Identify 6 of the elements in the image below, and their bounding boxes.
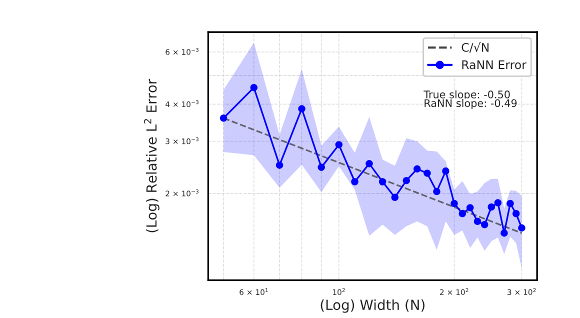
annotation: True slope: -0.50 xyxy=(424,90,510,100)
annotation: RaNN slope: -0.49 xyxy=(424,99,517,110)
x-axis-title: (Log) Width (N) xyxy=(320,299,424,313)
y-axis-title: (Log) Relative L$^{2}$ Error xyxy=(144,78,160,232)
legend-label: RaNN Error xyxy=(462,60,526,70)
legend-label: C/√N xyxy=(462,42,489,53)
